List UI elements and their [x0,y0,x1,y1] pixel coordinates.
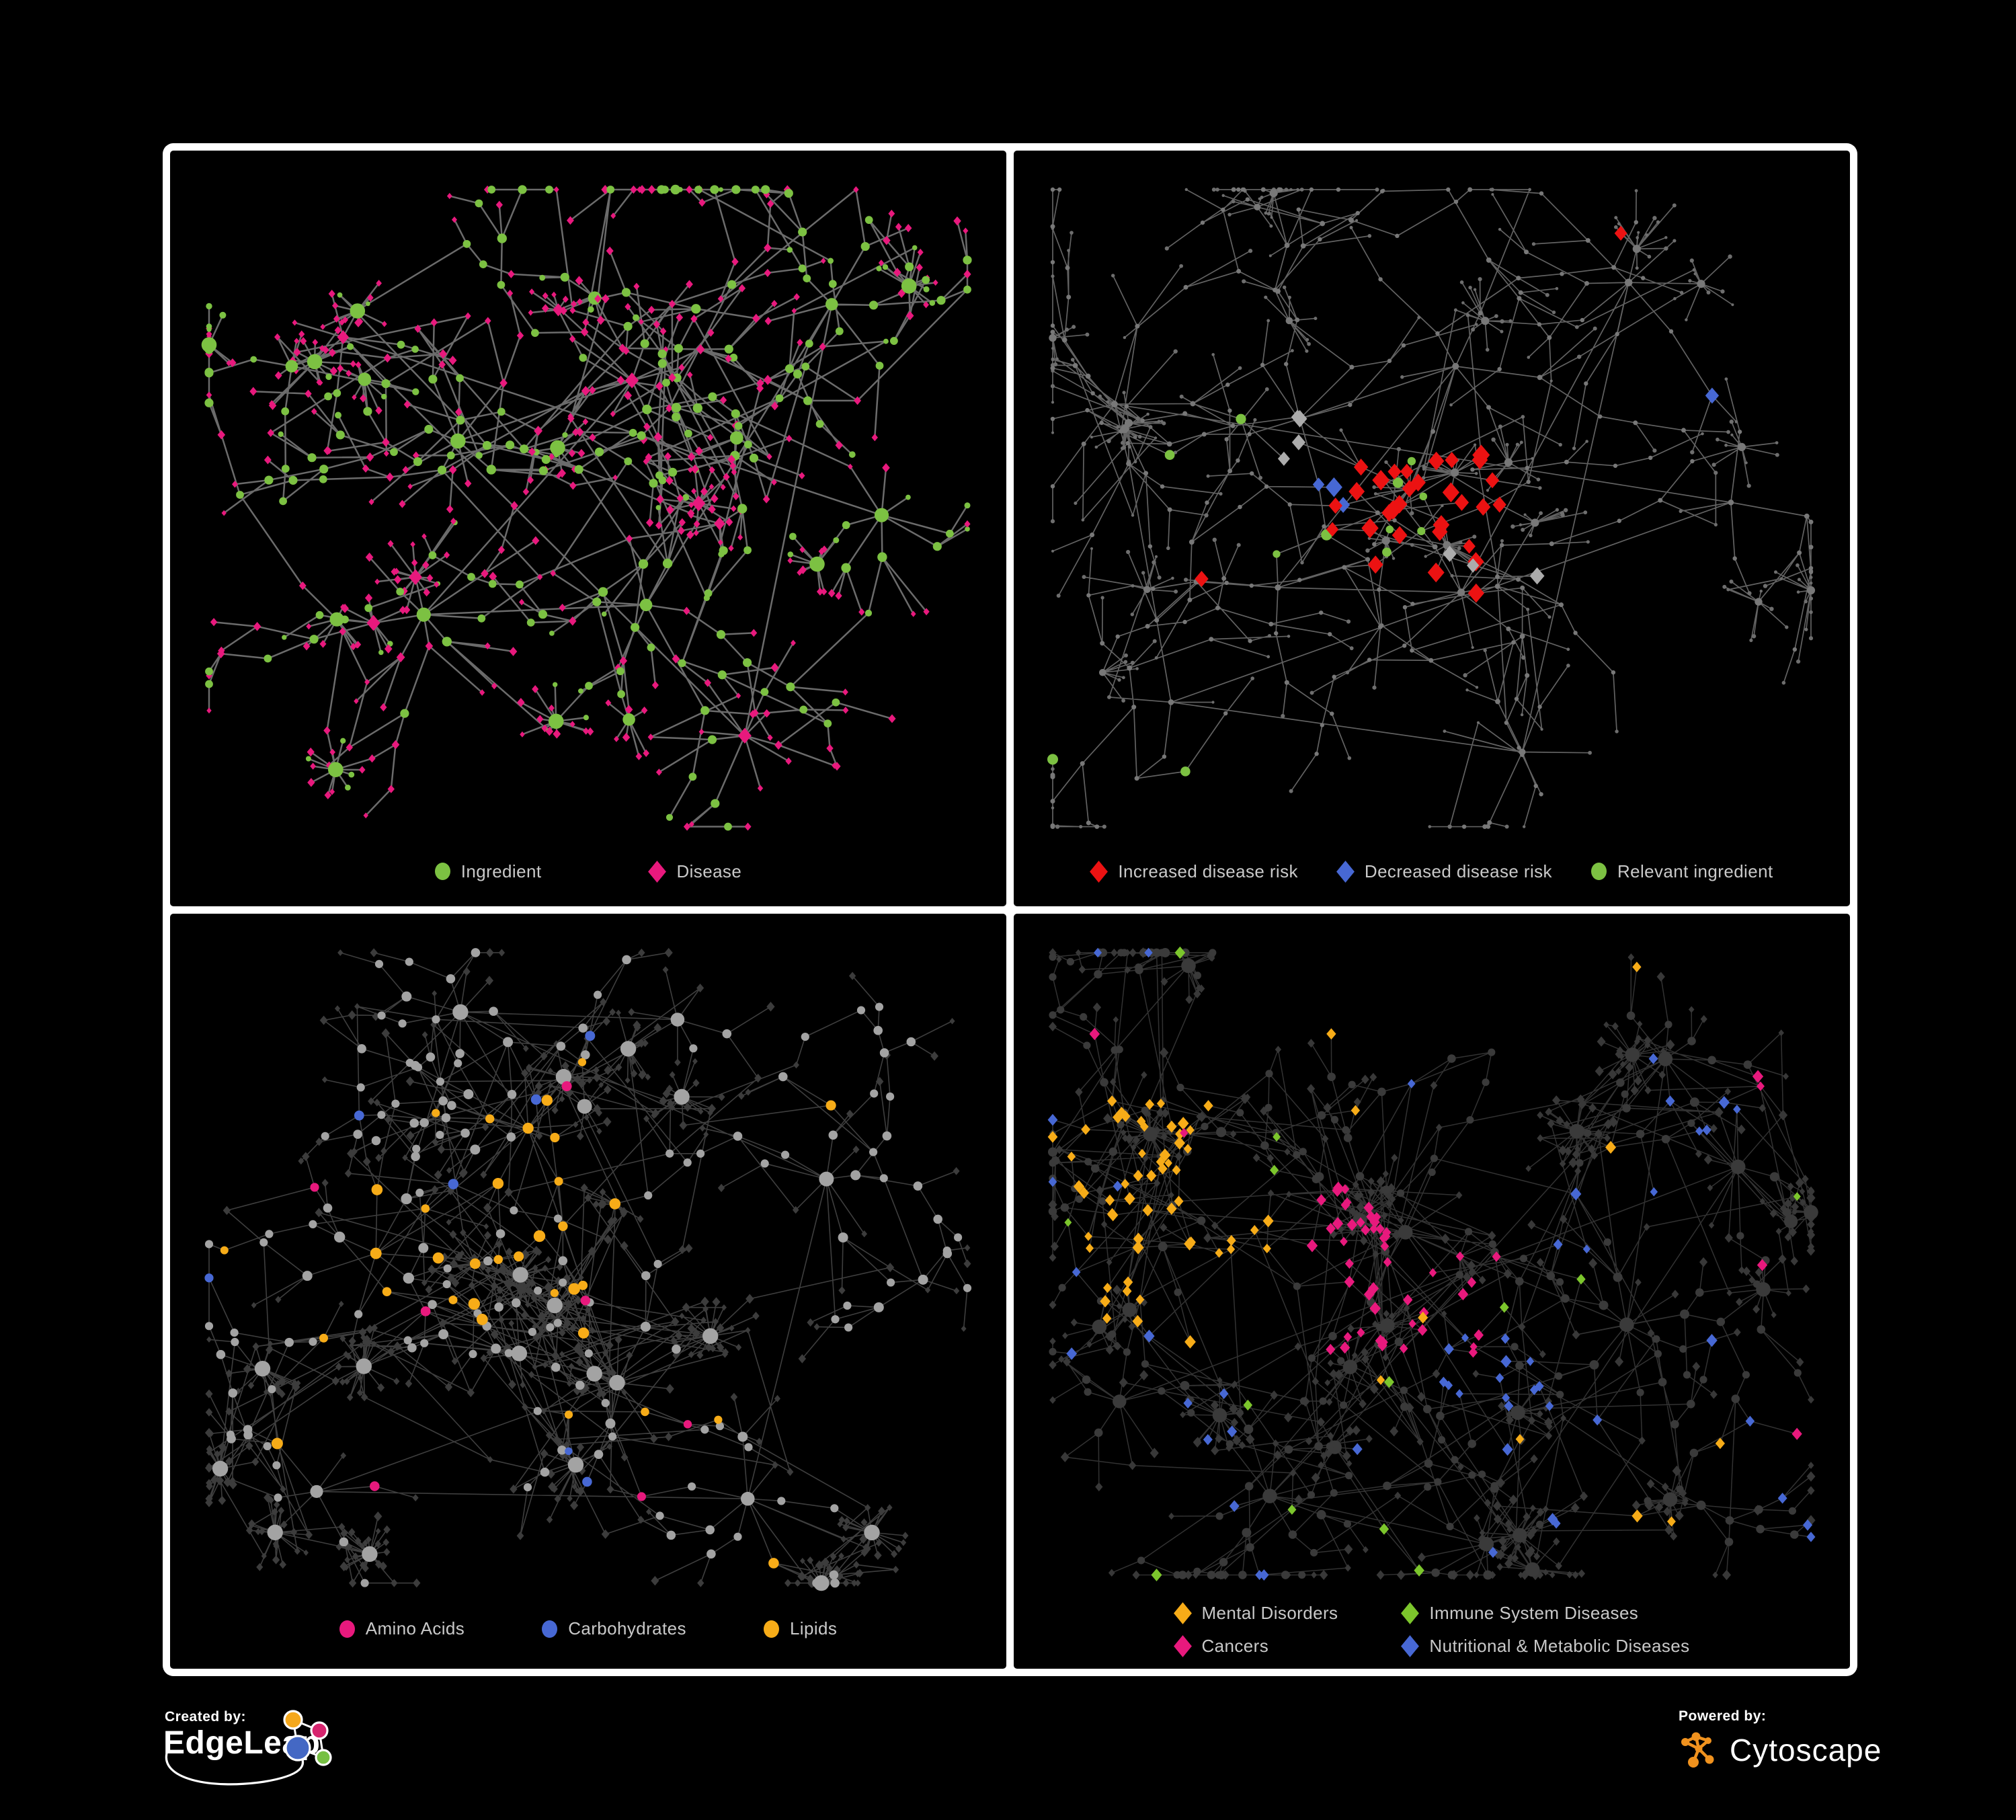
panel-disease-classes: Mental Disorders Immune System Diseases … [1014,913,1850,1669]
legend-label: Amino Acids [365,1618,465,1638]
nutritional-metabolic-marker-icon [1401,1635,1420,1657]
decreased-risk-marker-icon [1336,860,1355,883]
legend-label: Decreased disease risk [1364,861,1552,881]
legend-label: Increased disease risk [1118,861,1298,881]
created-by-label: Created by: [165,1709,247,1725]
legend-disease-classes: Mental Disorders Immune System Diseases … [1014,1602,1850,1657]
legend-item-relevant-ingredient: Relevant ingredient [1590,861,1773,882]
legend-item-mental-disorders: Mental Disorders [1173,1602,1338,1624]
powered-by-label: Powered by: [1679,1708,1767,1724]
legend-label: Immune System Diseases [1429,1603,1639,1623]
legend-item-amino-acids: Amino Acids [339,1618,465,1639]
amino-acids-marker-icon [339,1620,355,1638]
cancers-marker-icon [1173,1635,1192,1657]
cytoscape-brand-text: Cytoscape [1730,1733,1882,1768]
panel-macronutrients: Amino Acids Carbohydrates Lipids [170,913,1006,1669]
disease-marker-icon [648,860,667,883]
legend-label: Cancers [1201,1636,1269,1656]
legend-label: Disease [676,861,742,881]
legend-item-cancers: Cancers [1173,1635,1338,1657]
network-disease-risk [1047,187,1816,830]
ingredient-marker-icon [434,863,450,880]
legend-disease-risk: Increased disease risk Decreased disease… [1014,860,1850,883]
network-ingredient-disease [201,184,972,831]
legend-item-ingredient: Ingredient [434,861,542,882]
legend-macronutrients: Amino Acids Carbohydrates Lipids [170,1618,1006,1639]
legend-label: Relevant ingredient [1617,861,1773,881]
mental-disorders-marker-icon [1173,1602,1192,1624]
panel-ingredient-disease: Ingredient Disease [170,151,1006,906]
legend-item-decreased-risk: Decreased disease risk [1336,860,1552,883]
edgeleap-brand-text: EdgeLeap [163,1725,321,1761]
legend-ingredient-disease: Ingredient Disease [170,860,1006,883]
legend-label: Nutritional & Metabolic Diseases [1429,1636,1690,1656]
increased-risk-marker-icon [1090,860,1108,883]
legend-label: Mental Disorders [1201,1603,1338,1623]
relevant-ingredient-marker-icon [1590,863,1607,880]
legend-item-disease: Disease [648,860,742,883]
legend-label: Lipids [789,1618,838,1638]
legend-item-lipids: Lipids [763,1618,838,1639]
edgeleap-logo: Created by: EdgeLeap [163,1706,392,1814]
carbohydrates-marker-icon [542,1620,558,1638]
legend-item-nutritional-metabolic: Nutritional & Metabolic Diseases [1401,1635,1690,1657]
legend-label: Ingredient [460,861,542,881]
legend-label: Carbohydrates [568,1618,686,1638]
immune-system-marker-icon [1401,1602,1420,1624]
legend-item-carbohydrates: Carbohydrates [542,1618,686,1639]
cytoscape-logo: Powered by: Cytoscape [1679,1708,1907,1772]
panel-disease-risk: Increased disease risk Decreased disease… [1014,151,1850,906]
panel-grid: Ingredient Disease Increased disease ris… [163,143,1857,1676]
legend-item-immune-system-diseases: Immune System Diseases [1401,1602,1689,1624]
network-disease-classes [1047,946,1818,1581]
network-macronutrients [204,947,972,1591]
lipids-marker-icon [763,1620,779,1638]
cytoscape-icon [1681,1732,1714,1768]
legend-item-increased-risk: Increased disease risk [1090,860,1298,883]
